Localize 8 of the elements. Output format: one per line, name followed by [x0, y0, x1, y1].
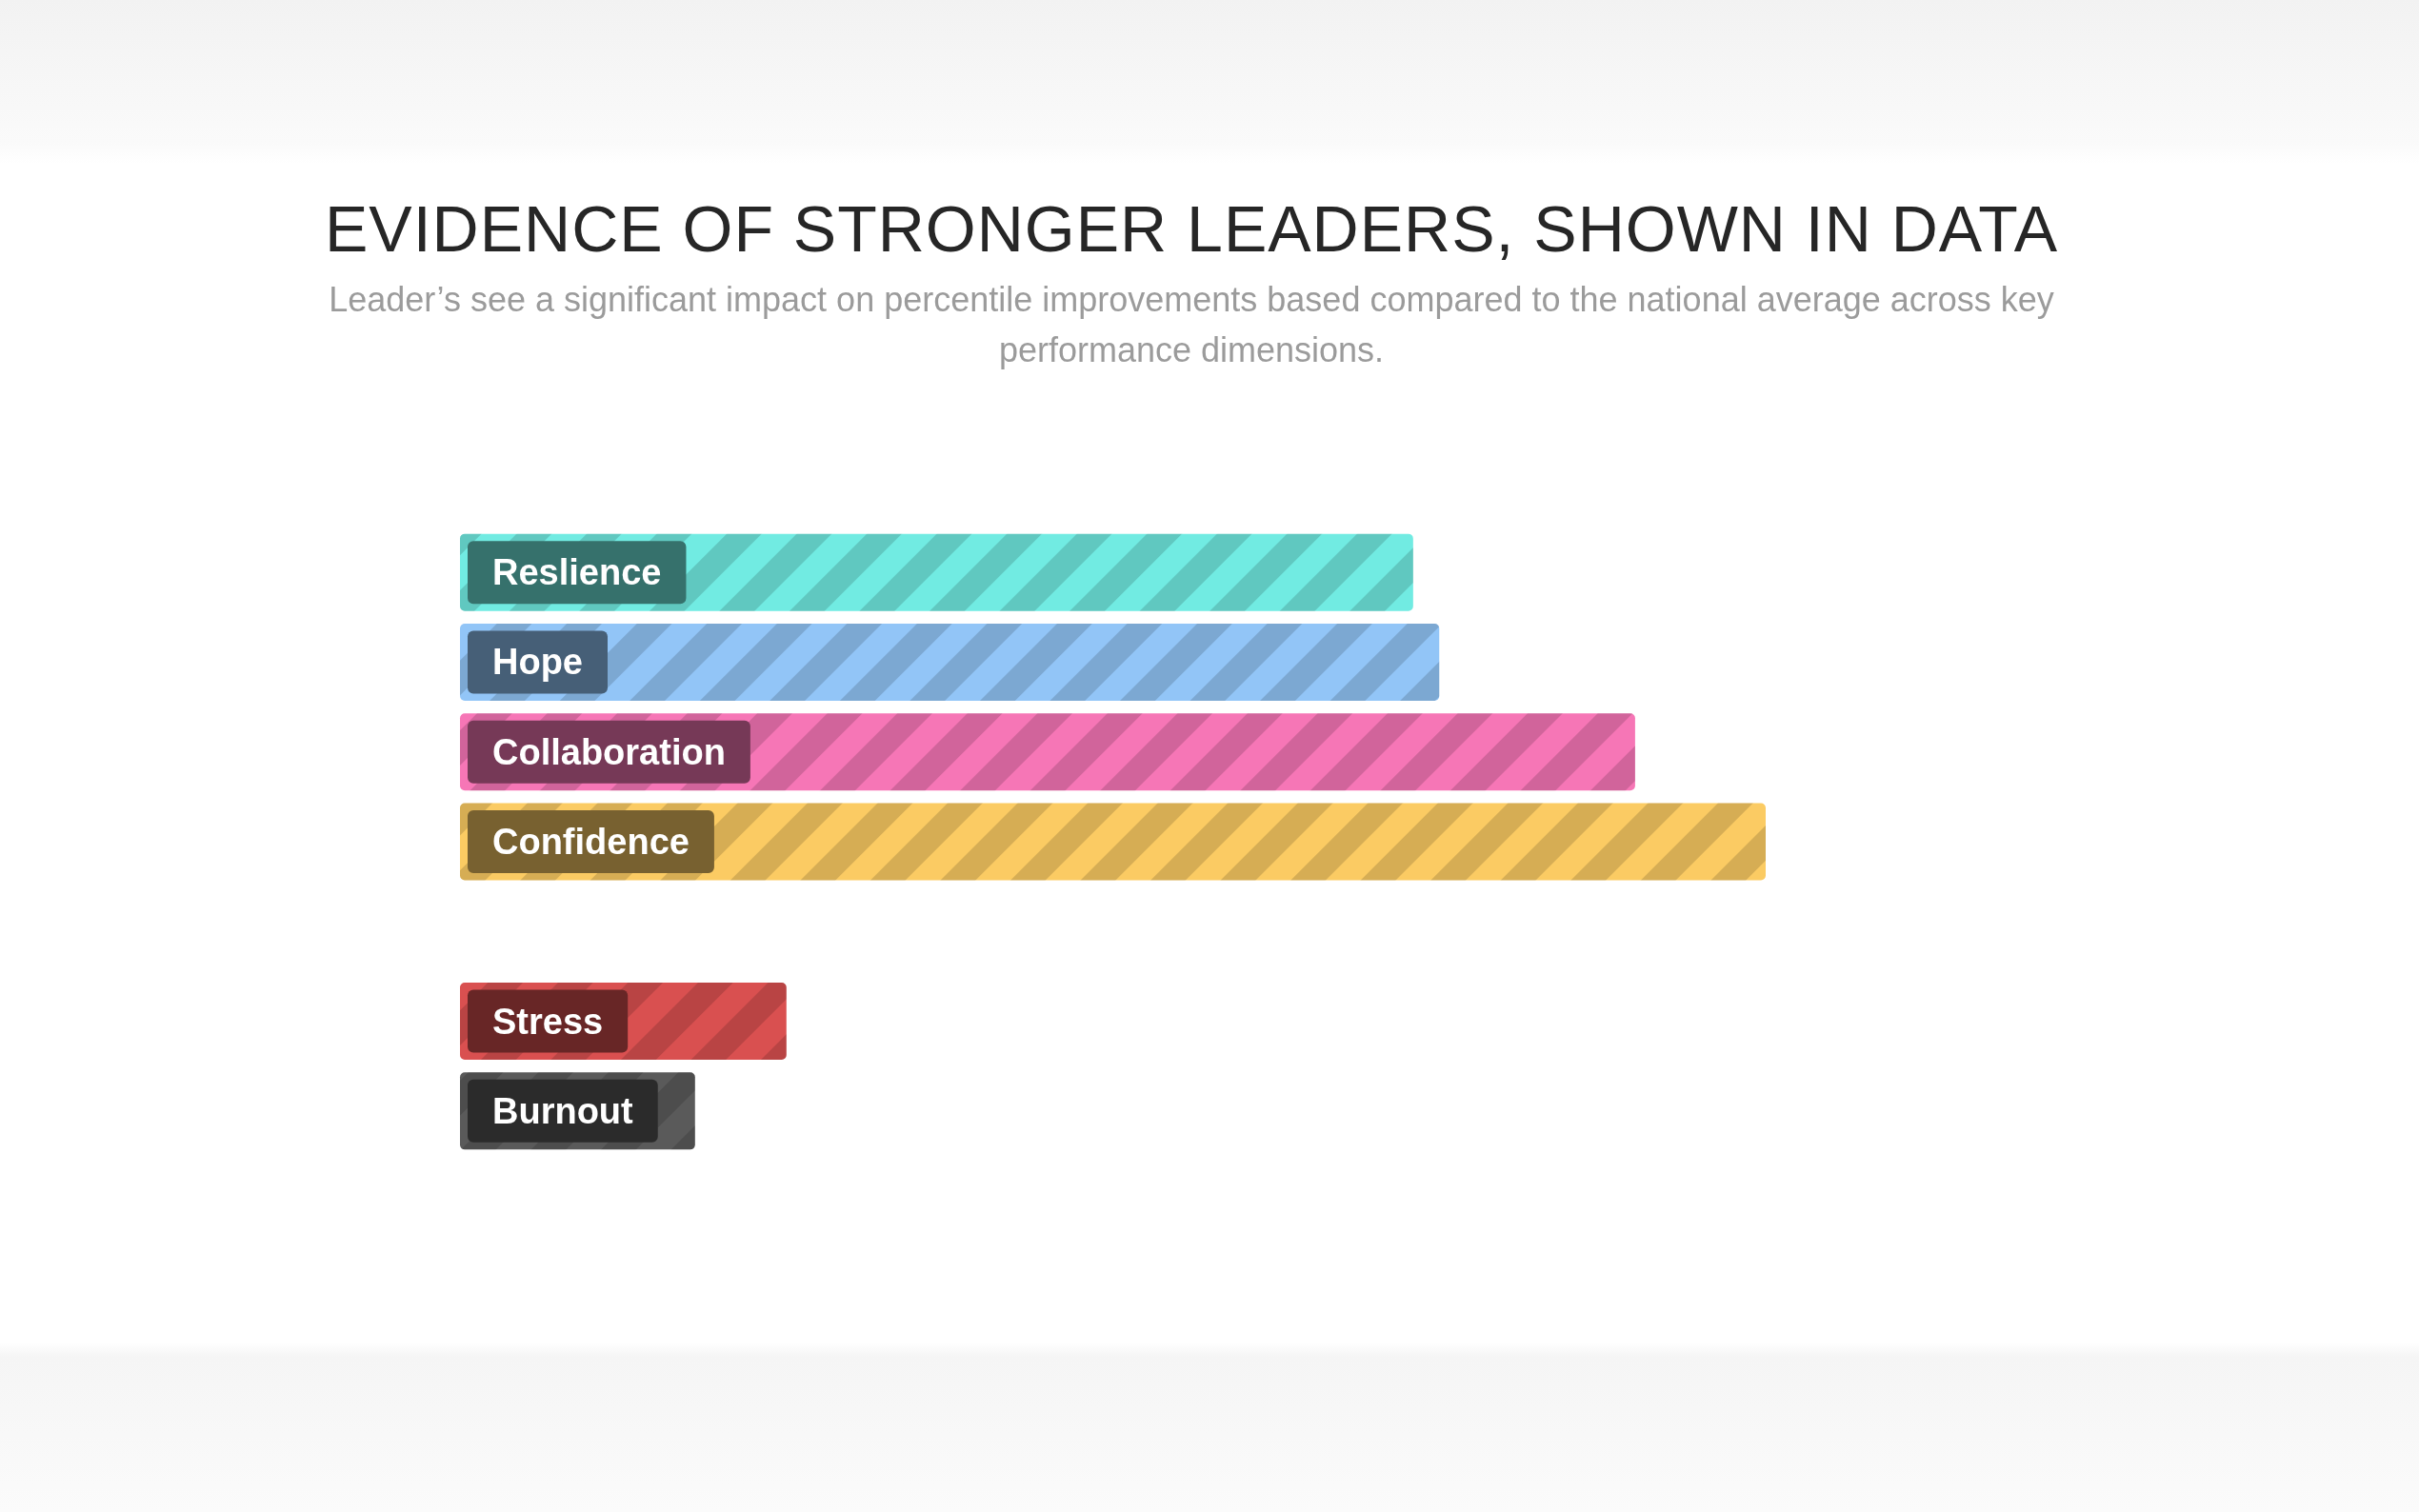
chart-title: EVIDENCE OF STRONGER LEADERS, SHOWN IN DATA	[324, 192, 2059, 265]
chart-subtitle: Leader’s see a significant impact on percentile improvements based compared to the national average across key performance dimensions.	[328, 279, 2055, 371]
y-tick-label: Burnout	[492, 1090, 634, 1131]
y-tick-label: Collaboration	[492, 731, 726, 772]
y-tick-label: Reslience	[492, 552, 662, 593]
y-tick-label: Hope	[492, 642, 583, 683]
y-tick-label: Stress	[492, 1001, 604, 1042]
y-tick-label: Confidence	[492, 822, 690, 862]
